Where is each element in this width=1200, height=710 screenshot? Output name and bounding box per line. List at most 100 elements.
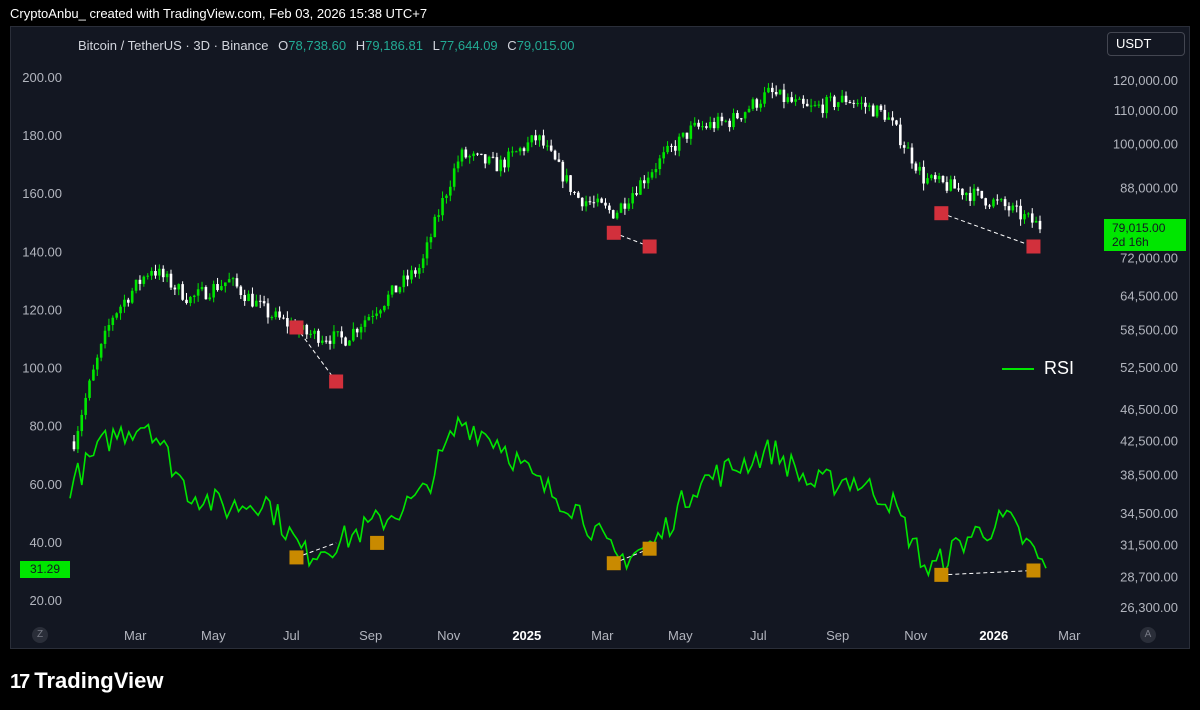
candle-body: [708, 122, 712, 128]
currency-button[interactable]: USDT: [1107, 32, 1185, 56]
candle-body: [996, 199, 999, 201]
candle-body: [751, 99, 755, 109]
right-axis-tick: 46,500.00: [1120, 402, 1178, 417]
candle-body: [522, 148, 526, 152]
candle-body: [449, 186, 452, 196]
candle-body: [514, 151, 518, 153]
candle-body: [278, 311, 281, 318]
bar-countdown: 2d 16h: [1112, 235, 1149, 249]
candle-body: [650, 172, 654, 178]
last-price-tag: 79,015.00 2d 16h: [1104, 219, 1186, 251]
candle-body: [127, 299, 130, 303]
candle-body: [115, 313, 118, 318]
candle-body: [720, 116, 724, 122]
candle-body: [80, 414, 84, 432]
candle-body: [825, 97, 828, 114]
candle-body: [631, 193, 634, 204]
candle-body: [840, 95, 844, 103]
candle-body: [891, 117, 894, 121]
candle-body: [363, 320, 367, 327]
candle-body: [212, 284, 215, 298]
right-axis-tick: 26,300.00: [1120, 600, 1178, 615]
candle-body: [161, 268, 165, 278]
candle-body: [332, 331, 336, 344]
close-value: 79,015.00: [516, 38, 575, 53]
time-axis-tick: Mar: [124, 628, 147, 643]
candle-body: [169, 273, 173, 288]
high-label: H: [355, 38, 366, 53]
candle-body: [961, 188, 964, 196]
candle-body: [798, 98, 801, 100]
candle-body: [623, 203, 627, 209]
candle-body: [158, 268, 161, 276]
candle-body: [247, 293, 250, 301]
bearish-marker: [642, 239, 657, 254]
time-axis-tick: 2025: [512, 628, 541, 643]
timezone-button[interactable]: Z: [32, 627, 48, 643]
candle-body: [130, 290, 134, 303]
candle-body: [72, 441, 76, 450]
candle-body: [619, 203, 623, 213]
chart-frame[interactable]: [10, 26, 1190, 649]
candle-body: [84, 397, 87, 415]
candle-body: [274, 311, 278, 318]
candle-body: [204, 287, 208, 300]
open-label: O: [278, 38, 289, 53]
candle-body: [728, 120, 731, 128]
candle-body: [584, 201, 588, 207]
left-axis-tick: 40.00: [29, 535, 62, 550]
candle-body: [464, 149, 468, 158]
candle-body: [270, 317, 274, 319]
right-axis-tick: 28,700.00: [1120, 570, 1178, 585]
time-axis-tick: Sep: [826, 628, 849, 643]
candle-body: [608, 205, 611, 211]
bullish-marker: [642, 541, 657, 556]
chart-header: CryptoAnbu_ created with TradingView.com…: [10, 6, 428, 21]
left-axis-tick: 140.00: [22, 244, 62, 259]
time-axis-tick: May: [668, 628, 693, 643]
candle-body: [282, 317, 285, 319]
candle-body: [224, 282, 227, 287]
candle-body: [111, 317, 115, 326]
candle-body: [813, 104, 817, 106]
candle-body: [918, 166, 922, 171]
rsi-legend-label: RSI: [1044, 358, 1075, 378]
candle-body: [957, 188, 960, 190]
candle-body: [1034, 220, 1038, 223]
candle-body: [208, 297, 212, 300]
candle-body: [871, 105, 875, 117]
candle-body: [953, 179, 956, 189]
candle-body: [743, 112, 747, 119]
candle-body: [1027, 213, 1030, 215]
candle-body: [611, 210, 615, 219]
candle-body: [355, 328, 359, 333]
candle-body: [1030, 213, 1034, 223]
candle-body: [910, 147, 914, 164]
candle-body: [495, 157, 499, 172]
candle-body: [732, 113, 735, 128]
candle-body: [1038, 220, 1042, 230]
candle-body: [390, 285, 394, 295]
candle-body: [340, 331, 343, 338]
candle-body: [181, 284, 184, 300]
candle-body: [588, 201, 592, 203]
candle-body: [642, 180, 646, 184]
candle-body: [441, 198, 444, 216]
candle-body: [689, 125, 693, 139]
candle-body: [313, 330, 316, 334]
candle-body: [383, 305, 386, 311]
time-axis-tick: Nov: [437, 628, 461, 643]
candle-body: [868, 105, 871, 107]
candle-body: [480, 153, 483, 155]
candle-body: [600, 198, 603, 203]
right-axis-tick: 72,000.00: [1120, 250, 1178, 265]
candle-body: [375, 313, 378, 316]
candle-body: [937, 175, 941, 180]
auto-scale-button[interactable]: A: [1140, 627, 1156, 643]
candle-body: [972, 188, 976, 201]
candle-body: [414, 270, 417, 274]
right-axis-tick: 34,500.00: [1120, 506, 1178, 521]
low-label: L: [432, 38, 440, 53]
candle-body: [844, 95, 848, 103]
